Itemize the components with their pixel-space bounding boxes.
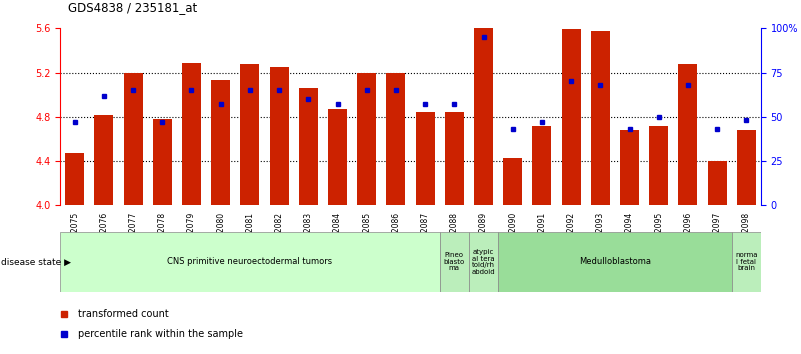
Bar [620,130,639,205]
Bar [445,113,464,205]
Text: CNS primitive neuroectodermal tumors: CNS primitive neuroectodermal tumors [167,257,332,267]
Bar [440,232,469,292]
Bar [240,64,260,205]
Bar [60,232,440,292]
Bar [416,113,435,205]
Text: norma
l fetal
brain: norma l fetal brain [735,252,758,272]
Bar [386,73,405,205]
Bar [328,109,347,205]
Bar [95,115,114,205]
Text: atypic
al tera
toid/rh
abdoid: atypic al tera toid/rh abdoid [472,249,495,275]
Bar [678,64,698,205]
Bar [503,158,522,205]
Bar [650,126,668,205]
Bar [123,73,143,205]
Bar [732,232,761,292]
Bar [707,161,727,205]
Bar [357,73,376,205]
Bar [533,126,551,205]
Bar [182,63,201,205]
Bar [591,30,610,205]
Bar [153,119,171,205]
Bar [562,29,581,205]
Bar [270,67,288,205]
Bar [65,153,84,205]
Bar [469,232,498,292]
Bar [474,28,493,205]
Text: percentile rank within the sample: percentile rank within the sample [78,329,243,339]
Bar [211,80,230,205]
Text: transformed count: transformed count [78,309,168,319]
Text: Pineo
blasto
ma: Pineo blasto ma [444,252,465,272]
Text: disease state ▶: disease state ▶ [1,257,70,267]
Bar [737,130,756,205]
Bar [498,232,732,292]
Text: Medulloblastoma: Medulloblastoma [579,257,651,267]
Bar [299,88,318,205]
Text: GDS4838 / 235181_at: GDS4838 / 235181_at [68,1,197,14]
